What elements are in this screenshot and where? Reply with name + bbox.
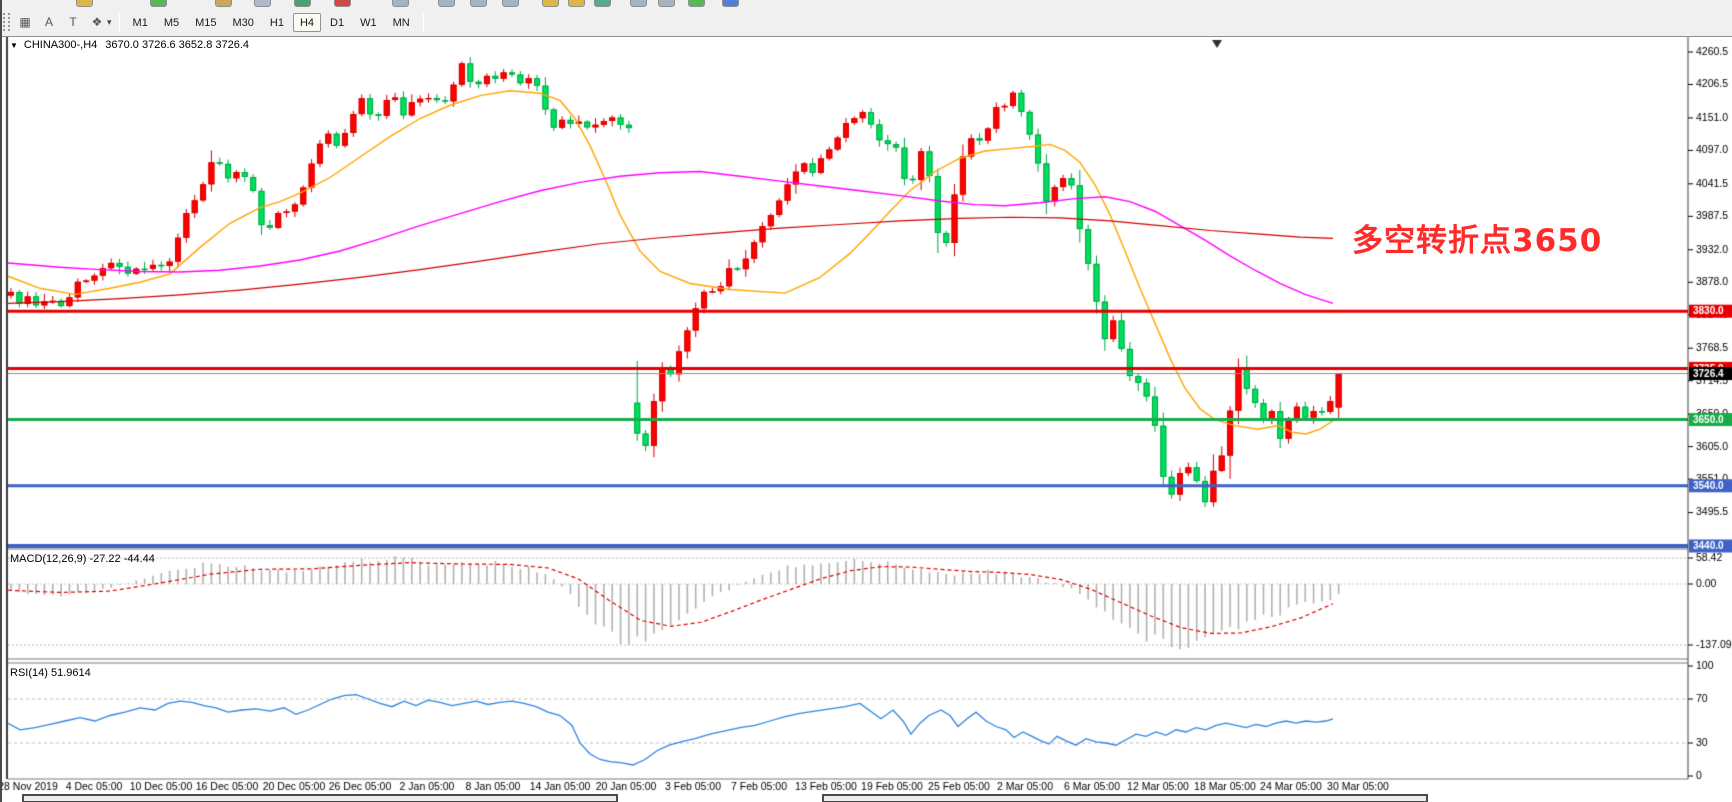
arrow-shapes-tool[interactable]: ❖ <box>91 15 103 29</box>
chart-title-bar: ▼ CHINA300-,H4 3670.0 3726.6 3652.8 3726… <box>10 38 249 52</box>
timeframe-button-H4[interactable]: H4 <box>292 12 322 32</box>
list-icon[interactable] <box>392 0 409 7</box>
new-chart-icon[interactable] <box>150 0 167 7</box>
background-window-fragment-right <box>822 794 1428 802</box>
arrow-right-icon[interactable] <box>658 0 675 7</box>
add-indicator-icon[interactable] <box>688 0 705 7</box>
arrow-left-icon[interactable] <box>630 0 647 7</box>
pencil-icon[interactable] <box>542 0 559 7</box>
timeframe-button-D1[interactable]: D1 <box>330 16 345 29</box>
chart-ohlc-readout: 3670.0 3726.6 3652.8 3726.4 <box>105 39 250 51</box>
info-icon[interactable] <box>722 0 739 7</box>
chart-text-annotation[interactable]: 多空转折点3650 <box>1352 223 1603 259</box>
table-icon[interactable] <box>594 0 611 7</box>
profiles-icon[interactable] <box>215 0 232 7</box>
main-toolbar <box>2 0 1732 10</box>
timeframe-button-M1[interactable]: M1 <box>132 16 148 29</box>
horizontal-line-icon[interactable] <box>438 0 455 7</box>
toolbar-separator <box>422 13 424 31</box>
zoom-icon[interactable] <box>76 0 93 7</box>
timeframe-button-group: M1 M5 M15 M30 H1 H4 D1 W1 MN <box>125 12 418 32</box>
price-chart-canvas[interactable] <box>2 37 1732 802</box>
timeframe-button-M15[interactable]: M15 <box>195 16 217 29</box>
chart-dropdown-icon[interactable]: ▼ <box>10 40 18 50</box>
toolbar-separator <box>118 13 120 31</box>
vertical-line-icon[interactable] <box>470 0 487 7</box>
timeframe-button-MN[interactable]: MN <box>392 16 410 29</box>
rsi-indicator-label: RSI(14) 51.9614 <box>10 667 91 679</box>
toolbar-grip[interactable] <box>3 13 10 31</box>
timeframe-button-M30[interactable]: M30 <box>232 16 254 29</box>
grid-snap-tool[interactable]: ▦ <box>19 15 31 29</box>
timeframe-button-W1[interactable]: W1 <box>360 16 377 29</box>
text-label-tool[interactable]: A <box>44 15 53 29</box>
background-window-fragment-left <box>22 794 618 802</box>
trendline-icon[interactable] <box>502 0 519 7</box>
brush-icon[interactable] <box>568 0 585 7</box>
chevron-down-icon[interactable]: ▾ <box>107 16 112 27</box>
macd-indicator-label: MACD(12,26,9) -27.22 -44.44 <box>10 553 155 565</box>
text-box-tool[interactable]: T <box>69 15 77 29</box>
alert-icon[interactable] <box>334 0 351 7</box>
globe-icon[interactable] <box>294 0 311 7</box>
window-icon[interactable] <box>254 0 271 7</box>
drawing-timeframe-toolbar: ▦ A T ❖ ▾ M1 M5 M15 M30 H1 H4 D1 W1 MN <box>2 10 1732 34</box>
timeframe-button-M5[interactable]: M5 <box>163 16 180 29</box>
chart-window: ▼ CHINA300-,H4 3670.0 3726.6 3652.8 3726… <box>2 36 1732 802</box>
chart-symbol-period: CHINA300-,H4 <box>23 39 98 51</box>
timeframe-button-H1[interactable]: H1 <box>269 16 284 29</box>
